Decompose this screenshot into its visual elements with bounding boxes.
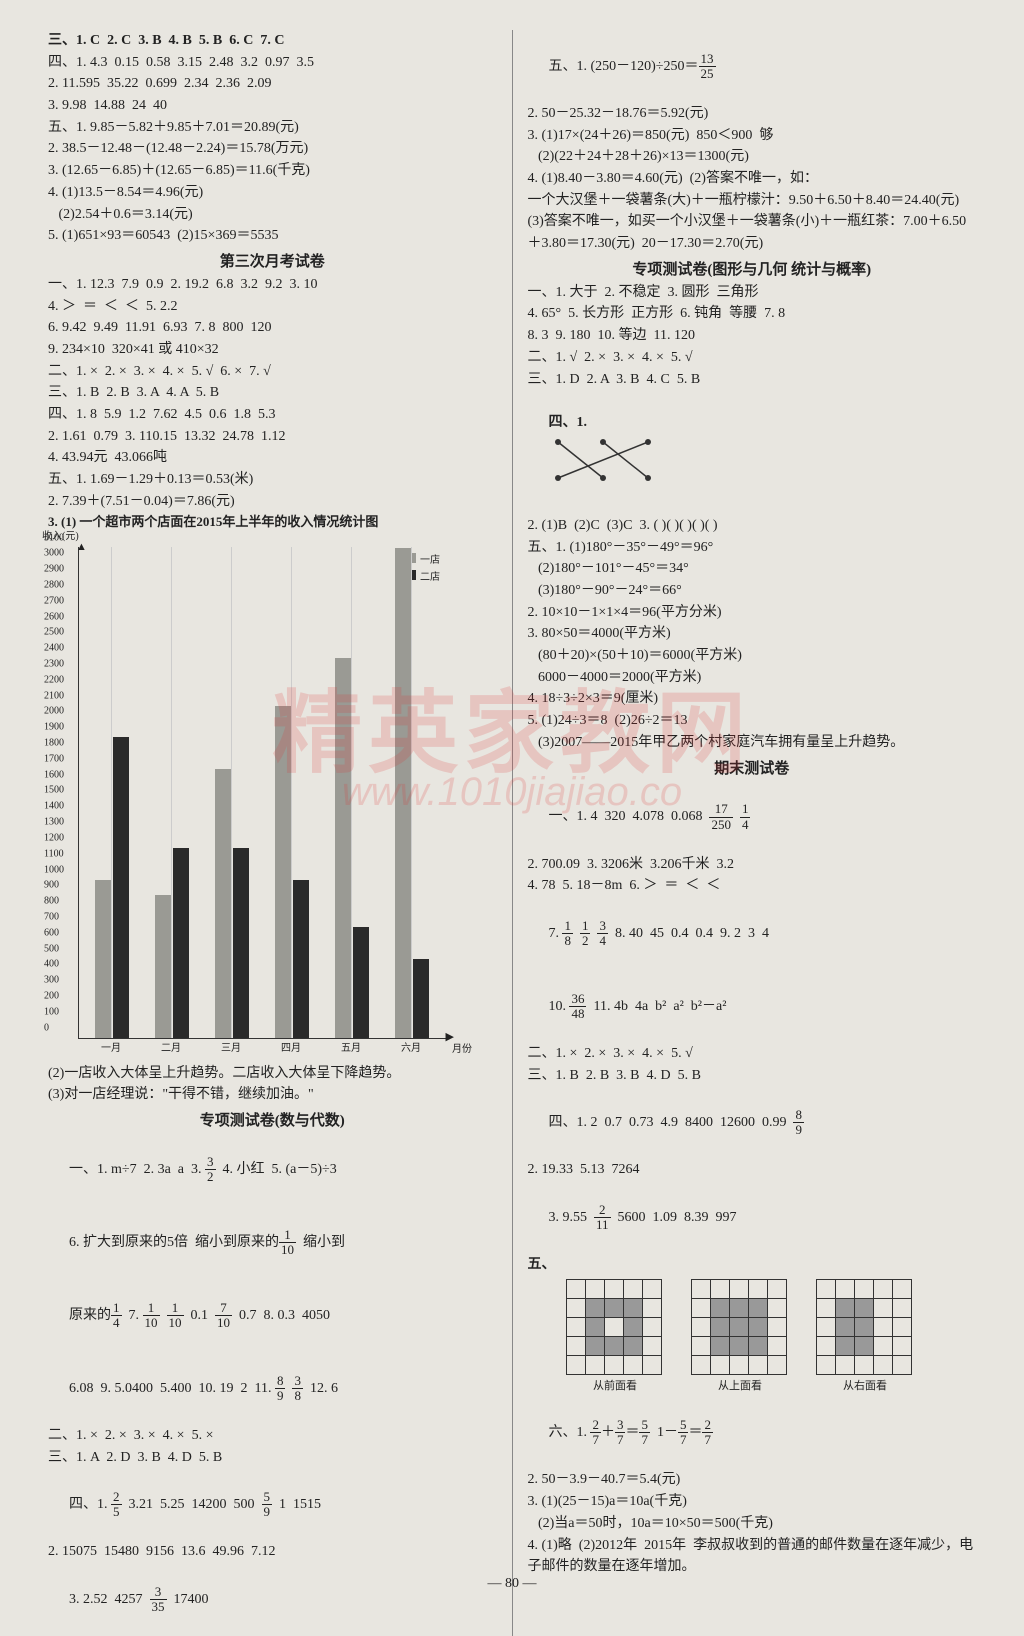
l5-2: 2. 38.5－12.48－(12.48－2.24)＝15.78(万元) <box>48 138 497 160</box>
title-sp1: 专项测试卷(数与代数) <box>48 1109 497 1130</box>
m3-5-3c: (3)对一店经理说："干得不错，继续加油。" <box>48 1084 497 1106</box>
l4-3: 3. 9.98 14.88 24 40 <box>48 95 497 117</box>
l5-3: 3. (12.65－6.85)＋(12.65－6.85)＝11.6(千克) <box>48 160 497 182</box>
sp2-5-4: 4. 18÷3÷2×3＝9(厘米) <box>527 688 976 710</box>
sp2-4-2: 2. (1)B (2)C (3)C 3. ( )( )( )( )( ) <box>527 515 976 537</box>
sp2-5-2: 2. 10×10－1×1×4＝96(平方分米) <box>527 602 976 624</box>
l5-4b: (2)2.54＋0.6＝3.14(元) <box>48 204 497 226</box>
right-column: 五、1. (250－120)÷250＝1325 2. 50－25.32－18.7… <box>527 30 976 1636</box>
f1-4: 4. 78 5. 18－8m 6. ＞ ＝ ＜ ＜ <box>527 875 976 897</box>
r5-2: 2. 50－25.32－18.76＝5.92(元) <box>527 103 976 125</box>
sp2-4-label: 四、1. <box>527 390 976 515</box>
m3-1-4: 4. ＞ ＝ ＜ ＜ 5. 2.2 <box>48 296 497 318</box>
f1-10: 10. 3648 11. 4b 4a b² a² b²－a² <box>527 970 976 1043</box>
page: 三、1. C 2. C 3. B 4. B 5. B 6. C 7. C 四、1… <box>48 30 976 1636</box>
m3-1-6: 6. 9.42 9.49 11.91 6.93 7. 8 800 120 <box>48 317 497 339</box>
bar-chart: 收入(元) ▲ 一店 二店 一月二月三月四月五月六月 ▶ 月份 01002003… <box>48 537 497 1057</box>
l5-4a: 4. (1)13.5－8.54＝4.96(元) <box>48 182 497 204</box>
title-exam3: 第三次月考试卷 <box>48 250 497 271</box>
r5-4b: 一个大汉堡＋一袋薯条(大)＋一瓶柠檬汁：9.50＋6.50＋8.40＝24.40… <box>527 190 976 212</box>
m3-5-2: 2. 7.39＋(7.51－0.04)＝7.86(元) <box>48 491 497 513</box>
sp1-4-1: 四、1. 25 3.21 5.25 14200 500 59 1 1515 <box>48 1468 497 1541</box>
f4-2: 2. 19.33 5.13 7264 <box>527 1159 976 1181</box>
sp2-5-1c: (3)180°－90°－24°＝66° <box>527 580 976 602</box>
sp2-5-1a: 五、1. (1)180°－35°－49°＝96° <box>527 537 976 559</box>
column-divider <box>512 30 513 1636</box>
m3-5-1: 五、1. 1.69－1.29＋0.13＝0.53(米) <box>48 469 497 491</box>
l5-5: 5. (1)651×93＝60543 (2)15×369＝5535 <box>48 225 497 247</box>
f4-1: 四、1. 2 0.7 0.73 4.9 8400 12600 0.99 89 <box>527 1086 976 1159</box>
f5-label: 五、 <box>527 1254 976 1276</box>
r5-3b: (2)(22＋24＋28＋26)×13＝1300(元) <box>527 146 976 168</box>
r5-1: 五、1. (250－120)÷250＝1325 <box>527 30 976 103</box>
sp2-5-3b: (80＋20)×(50＋10)＝6000(平方米) <box>527 645 976 667</box>
f6-3a: 3. (1)(25－15)a＝10a(千克) <box>527 1491 976 1513</box>
title-final: 期末测试卷 <box>527 757 976 778</box>
m3-1-9: 9. 234×10 320×41 或 410×32 <box>48 339 497 361</box>
sp2-5-3a: 3. 80×50＝4000(平方米) <box>527 623 976 645</box>
r5-4a: 4. (1)8.40－3.80＝4.60(元) (2)答案不唯一，如： <box>527 168 976 190</box>
sp1-4-3: 3. 2.52 4257 335 17400 <box>48 1563 497 1636</box>
sp2-5-3c: 6000－4000＝2000(平方米) <box>527 667 976 689</box>
page-number: — 80 — <box>0 1576 1024 1592</box>
m3-2: 二、1. × 2. × 3. × 4. × 5. √ 6. × 7. √ <box>48 361 497 383</box>
x-axis-label: 月份 <box>452 1040 472 1055</box>
sp2-1-8: 8. 3 9. 180 10. 等边 11. 120 <box>527 325 976 347</box>
f3: 三、1. B 2. B 3. B 4. D 5. B <box>527 1065 976 1087</box>
view-grids: 从前面看从上面看从右面看 <box>567 1280 976 1393</box>
sp2-2: 二、1. √ 2. × 3. × 4. × 5. √ <box>527 347 976 369</box>
sp1-2: 二、1. × 2. × 3. × 4. × 5. × <box>48 1425 497 1447</box>
sp2-1-1: 一、1. 大于 2. 不稳定 3. 圆形 三角形 <box>527 282 976 304</box>
f2: 二、1. × 2. × 3. × 4. × 5. √ <box>527 1043 976 1065</box>
f6-3b: (2)当a＝50时，10a＝10×50＝500(千克) <box>527 1513 976 1535</box>
sp2-5-5b: (3)2007——2015年甲乙两个村家庭汽车拥有量呈上升趋势。 <box>527 732 976 754</box>
f4-3: 3. 9.55 211 5600 1.09 8.39 997 <box>527 1181 976 1254</box>
l4-1: 四、1. 4.3 0.15 0.58 3.15 2.48 3.2 0.97 3.… <box>48 52 497 74</box>
r5-3a: 3. (1)17×(24＋26)＝850(元) 850＜900 够 <box>527 125 976 147</box>
m3-5-3b: (2)一店收入大体呈上升趋势。二店收入大体呈下降趋势。 <box>48 1063 497 1085</box>
f6-4: 4. (1)略 (2)2012年 2015年 李叔叔收到的普通的邮件数量在逐年减… <box>527 1535 976 1578</box>
left-column: 三、1. C 2. C 3. B 4. B 5. B 6. C 7. C 四、1… <box>48 30 497 1636</box>
l5-1: 五、1. 9.85－5.82＋9.85＋7.01＝20.89(元) <box>48 117 497 139</box>
f1-1: 一、1. 4 320 4.078 0.068 17250 14 <box>527 781 976 854</box>
sp1-1: 一、1. m÷7 2. 3a a 3. 32 4. 小红 5. (a－5)÷3 <box>48 1133 497 1206</box>
m3-3: 三、1. B 2. B 3. A 4. A 5. B <box>48 382 497 404</box>
sp1-4-2: 2. 15075 15480 9156 13.6 49.96 7.12 <box>48 1541 497 1563</box>
sp2-3: 三、1. D 2. A 3. B 4. C 5. B <box>527 369 976 391</box>
f6-2: 2. 50－3.9－40.7＝5.4(元) <box>527 1469 976 1491</box>
sp1-6a: 6. 扩大到原来的5倍 缩小到原来的110 缩小到 <box>48 1206 497 1279</box>
sp1-3: 三、1. A 2. D 3. B 4. D 5. B <box>48 1447 497 1469</box>
r5-4c: (3)答案不唯一，如买一个小汉堡＋一袋薯条(小)＋一瓶红茶：7.00＋6.50＋… <box>527 211 976 254</box>
sp2-5-1b: (2)180°－101°－45°＝34° <box>527 558 976 580</box>
sp2-1-4: 4. 65° 5. 长方形 正方形 6. 钝角 等腰 7. 8 <box>527 303 976 325</box>
f1-2: 2. 700.09 3. 3206米 3.206千米 3.2 <box>527 854 976 876</box>
m3-4-4: 4. 43.94元 43.066吨 <box>48 447 497 469</box>
chart-title: 3. (1) 一个超市两个店面在2015年上半年的收入情况统计图 <box>48 512 497 532</box>
title-sp2: 专项测试卷(图形与几何 统计与概率) <box>527 258 976 279</box>
m3-1-1: 一、1. 12.3 7.9 0.9 2. 19.2 6.8 3.2 9.2 3.… <box>48 274 497 296</box>
matching-diagram <box>548 434 688 486</box>
m3-4-2: 2. 1.61 0.79 3. 110.15 13.32 24.78 1.12 <box>48 426 497 448</box>
sp1-6b: 原来的14 7. 110 110 0.1 710 0.7 8. 0.3 4050 <box>48 1279 497 1352</box>
m3-4-1: 四、1. 8 5.9 1.2 7.62 4.5 0.6 1.8 5.3 <box>48 404 497 426</box>
sp1-9: 6.08 9. 5.0400 5.400 10. 19 2 11. 89 38 … <box>48 1352 497 1425</box>
l4-2: 2. 11.595 35.22 0.699 2.34 2.36 2.09 <box>48 73 497 95</box>
f1-7: 7. 18 12 34 8. 40 45 0.4 0.4 9. 2 3 4 <box>527 897 976 970</box>
sp2-5-5a: 5. (1)24÷3＝8 (2)26÷2＝13 <box>527 710 976 732</box>
l3: 三、1. C 2. C 3. B 4. B 5. B 6. C 7. C <box>48 30 497 52</box>
f6-1: 六、1. 27＋37＝57 1－57＝27 <box>527 1397 976 1470</box>
